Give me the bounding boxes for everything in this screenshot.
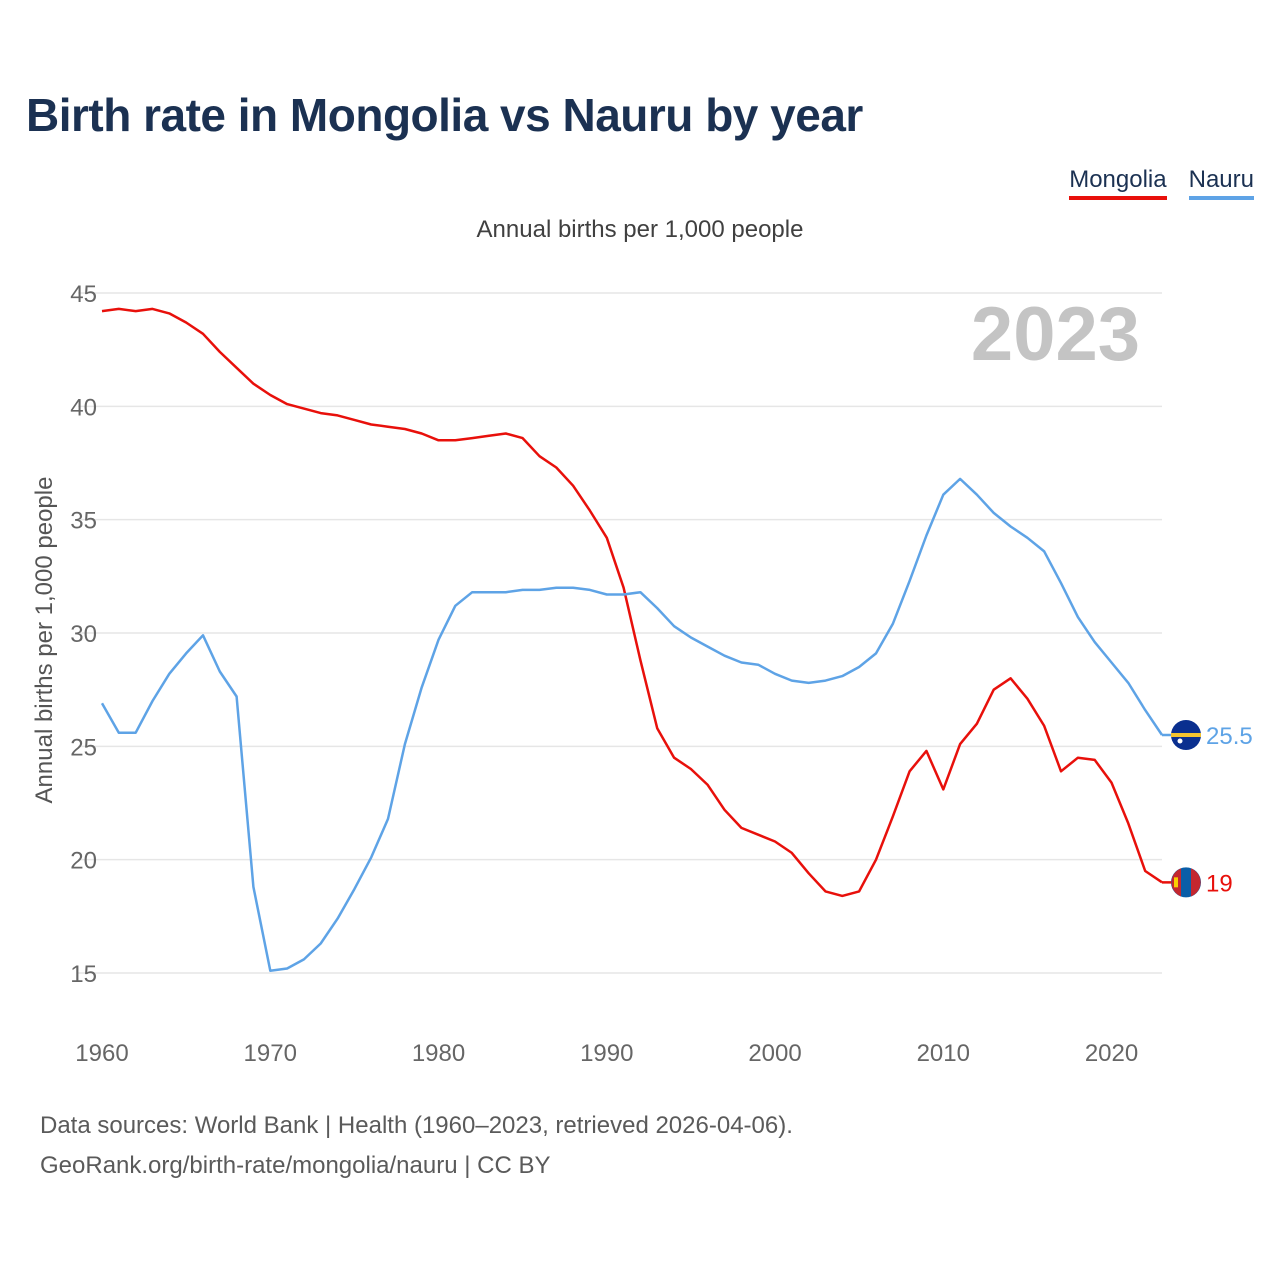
x-tick-label: 2000 (748, 1040, 801, 1067)
chart-subtitle: Annual births per 1,000 people (476, 216, 804, 243)
series-line-mongolia (101, 307, 1163, 898)
x-tick-label: 1980 (412, 1040, 465, 1067)
y-tick-label: 20 (70, 848, 97, 875)
year-watermark: 2023 (971, 292, 1140, 377)
flag-mongolia-icon (1171, 867, 1201, 898)
legend: Mongolia Nauru (1069, 166, 1254, 200)
y-axis-ticks: 15 20 25 30 35 40 45 (70, 281, 97, 988)
url-line[interactable]: GeoRank.org/birth-rate/mongolia/nauru | … (40, 1152, 551, 1179)
chart-area: 2023 15 20 25 30 35 40 45 1960 1970 1980 1990 2000… (0, 250, 1280, 1090)
flag-right-band (1191, 868, 1201, 897)
chart-title: Birth rate in Mongolia vs Nauru by year (26, 89, 863, 141)
y-tick-label: 35 (70, 508, 97, 535)
series-end-markers: 19 25.5 (1162, 720, 1253, 898)
line-chart: 2023 15 20 25 30 35 40 45 1960 1970 1980 1990 2000… (31, 281, 1253, 1067)
x-tick-label: 1960 (75, 1040, 128, 1067)
footer-source: Data sources: World Bank | Health (1960–… (40, 1106, 793, 1186)
y-tick-label: 40 (70, 394, 97, 421)
y-tick-label: 25 (70, 734, 97, 761)
end-label-nauru: 25.5 (1206, 723, 1253, 750)
x-tick-label: 1990 (580, 1040, 633, 1067)
legend-item-nauru[interactable]: Nauru (1188, 166, 1254, 200)
y-tick-label: 15 (70, 961, 97, 988)
x-axis-ticks: 1960 1970 1980 1990 2000 2010 2020 (75, 1040, 1138, 1067)
legend-item-mongolia[interactable]: Mongolia (1069, 166, 1167, 200)
y-axis-label: Annual births per 1,000 people (31, 477, 58, 804)
flag-soyombo (1174, 877, 1178, 888)
x-tick-label: 2010 (917, 1040, 970, 1067)
series-line-nauru (100, 477, 1164, 972)
series-lines (100, 307, 1164, 972)
x-tick-label: 2020 (1085, 1040, 1138, 1067)
x-tick-label: 1970 (244, 1040, 297, 1067)
y-tick-label: 30 (70, 621, 97, 648)
flag-nauru-icon (1171, 720, 1201, 750)
y-tick-label: 45 (70, 281, 97, 308)
flag-stripe (1171, 733, 1201, 737)
flag-star (1177, 738, 1183, 744)
source-line: Data sources: World Bank | Health (1960–… (40, 1112, 793, 1139)
gridlines (78, 292, 1162, 974)
end-label-mongolia: 19 (1206, 870, 1233, 897)
